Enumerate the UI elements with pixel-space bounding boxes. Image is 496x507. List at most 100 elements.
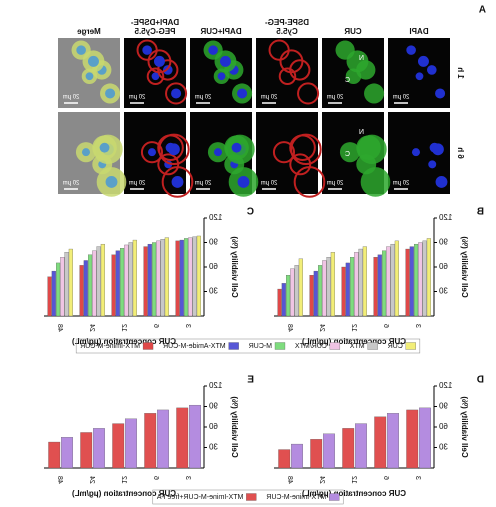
bar <box>160 239 165 317</box>
scale-bar-label: 20 μm <box>261 181 278 187</box>
nucleus <box>151 72 160 81</box>
bar <box>164 237 169 317</box>
annotation: C <box>345 77 350 84</box>
legend-swatch <box>329 342 341 350</box>
y-tick-label: 60 <box>208 262 217 271</box>
bar <box>309 275 314 317</box>
nucleus <box>87 55 99 67</box>
bar <box>281 283 286 317</box>
nucleus <box>429 142 440 153</box>
bar <box>422 240 427 317</box>
bar <box>390 243 395 317</box>
nucleus <box>99 142 110 153</box>
y-tick-label: 30 <box>208 287 217 296</box>
nucleus <box>81 148 91 157</box>
bar <box>377 254 382 317</box>
cell <box>279 49 304 74</box>
scale-bar-label: 20 μm <box>129 181 146 187</box>
scale-bar-label: 20 μm <box>393 181 410 187</box>
x-tick-label: 12 <box>120 476 127 484</box>
y-tick-label: 30 <box>438 443 447 452</box>
x-tick-label: 3 <box>414 324 421 328</box>
nucleus <box>76 45 86 55</box>
bar <box>387 413 399 469</box>
cell <box>278 67 297 86</box>
panel-label: A <box>479 5 486 16</box>
y-tick-label: 60 <box>438 422 447 431</box>
bar <box>386 246 391 317</box>
x-tick-label: 3 <box>184 324 191 328</box>
x-tick-label: 24 <box>318 476 325 484</box>
bar <box>330 252 335 317</box>
bar <box>152 242 157 317</box>
y-tick-label: 120 <box>208 381 222 390</box>
bar <box>342 428 355 469</box>
bar <box>157 409 169 469</box>
scale-bar-label: 20 μm <box>195 181 212 187</box>
annotation: N <box>359 55 364 62</box>
cell <box>140 141 164 164</box>
y-tick-label: 90 <box>208 238 217 247</box>
cell <box>364 83 385 104</box>
nucleus <box>105 176 118 188</box>
panel-label: E <box>247 375 254 386</box>
nucleus <box>406 45 416 55</box>
cell <box>356 135 381 160</box>
bar <box>143 246 148 317</box>
cell <box>297 82 320 105</box>
bar <box>128 242 133 317</box>
bar <box>313 270 318 317</box>
panel-label: D <box>477 375 484 386</box>
bar <box>47 276 52 317</box>
bar <box>418 242 423 317</box>
y-tick-label: 90 <box>208 402 217 411</box>
cell <box>165 82 188 105</box>
y-axis-title: Cell viability (%) <box>230 236 239 298</box>
x-tick-label: 24 <box>88 476 95 484</box>
bar <box>298 258 303 317</box>
row-label: 6 h <box>456 147 465 159</box>
cell <box>136 39 158 61</box>
bar <box>144 413 157 469</box>
bar <box>79 265 84 317</box>
bar <box>100 243 105 317</box>
column-label: DAPI <box>409 27 428 36</box>
nucleus <box>237 176 250 188</box>
bar <box>68 248 73 317</box>
bar <box>345 262 350 317</box>
bar <box>382 250 387 317</box>
nucleus <box>171 176 184 188</box>
cell <box>157 134 184 161</box>
bar <box>51 270 56 317</box>
x-tick-label: 6 <box>382 324 389 328</box>
bar <box>286 275 291 317</box>
legend-swatch <box>329 493 340 501</box>
bar <box>83 260 88 317</box>
nucleus <box>142 45 152 55</box>
bar <box>322 260 327 317</box>
y-tick-label: 120 <box>438 213 452 222</box>
bar <box>175 240 180 317</box>
x-tick-label: 12 <box>350 324 357 332</box>
x-tick-label: 6 <box>152 324 159 328</box>
cell <box>360 167 391 197</box>
legend-label: CUR/MTX <box>295 343 327 350</box>
nucleus <box>231 142 242 153</box>
bar <box>355 423 367 469</box>
nucleus <box>219 55 231 67</box>
y-tick-label: 30 <box>208 443 217 452</box>
scale-bar-label: 20 μm <box>195 95 212 101</box>
cell <box>157 59 179 81</box>
bar <box>125 418 137 469</box>
legend-label: MTX-Amide-M-CUR <box>163 343 226 350</box>
column-label: Merge <box>77 27 101 36</box>
row-label: 1 h <box>456 67 465 79</box>
cell <box>272 141 296 164</box>
nucleus <box>428 160 437 169</box>
column-label: PEG-Cy5.5 <box>134 27 175 36</box>
nucleus <box>147 148 157 157</box>
bar <box>93 428 105 469</box>
bar <box>278 449 291 469</box>
y-tick-label: 120 <box>438 381 452 390</box>
cell <box>335 40 355 60</box>
